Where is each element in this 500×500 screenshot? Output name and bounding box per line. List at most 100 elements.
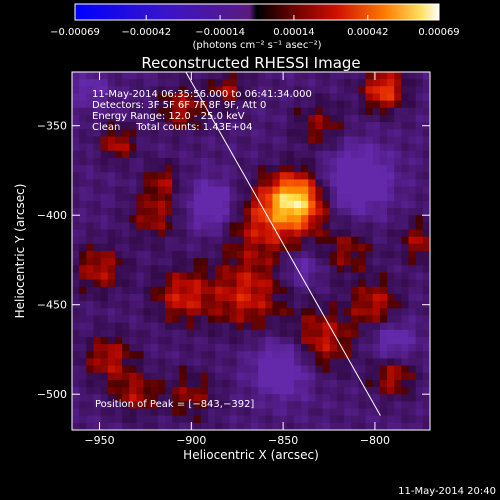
heatmap-cell — [215, 358, 223, 366]
heatmap-cell — [408, 122, 417, 130]
heatmap-cell — [114, 394, 123, 402]
heatmap-cell — [114, 358, 123, 366]
heatmap-cell — [279, 107, 288, 116]
heatmap-cell — [293, 408, 302, 417]
heatmap-cell — [372, 322, 381, 331]
heatmap-cell — [322, 422, 331, 430]
heatmap-cell — [387, 379, 395, 388]
heatmap-cell — [172, 387, 180, 395]
heatmap-cell — [222, 243, 230, 252]
heatmap-cell — [351, 322, 359, 331]
heatmap-cell — [301, 308, 309, 316]
heatmap-cell — [107, 165, 116, 173]
heatmap-cell — [272, 229, 281, 238]
heatmap-cell — [243, 193, 252, 202]
heatmap-cell — [93, 365, 102, 374]
heatmap-cell — [200, 258, 209, 266]
heatmap-cell — [107, 122, 116, 130]
heatmap-cell — [150, 114, 159, 123]
heatmap-cell — [329, 215, 338, 223]
heatmap-cell — [143, 165, 152, 173]
heatmap-cell — [72, 172, 80, 180]
heatmap-cell — [344, 107, 352, 116]
heatmap-cell — [329, 172, 338, 180]
heatmap-cell — [315, 150, 323, 159]
heatmap-cell — [308, 251, 316, 259]
heatmap-cell — [322, 415, 331, 424]
heatmap-cell — [79, 272, 87, 281]
heatmap-cell — [293, 344, 302, 352]
heatmap-cell — [172, 408, 180, 417]
heatmap-cell — [172, 243, 180, 252]
heatmap-cell — [165, 422, 173, 430]
heatmap-cell — [114, 236, 123, 245]
colorbar-ticks: −0.00069 −0.00042 −0.00014 0.00014 0.00042 0.… — [50, 15, 460, 38]
heatmap-cell — [315, 379, 323, 388]
heatmap-cell — [157, 336, 166, 345]
heatmap-cell — [215, 208, 223, 216]
heatmap-cell — [79, 301, 87, 309]
heatmap-cell — [215, 114, 223, 123]
heatmap-cell — [179, 379, 187, 388]
heatmap-cell — [308, 408, 316, 417]
heatmap-cell — [208, 236, 216, 245]
heatmap-cell — [315, 208, 323, 216]
heatmap-cell — [344, 415, 352, 424]
heatmap-cell — [315, 308, 323, 316]
heatmap-cell — [272, 422, 281, 430]
heatmap-cell — [387, 172, 395, 180]
heatmap-cell — [86, 107, 94, 116]
heatmap-cell — [415, 150, 424, 159]
heatmap-cell — [114, 122, 123, 130]
heatmap-cell — [365, 193, 374, 202]
heatmap-cell — [351, 93, 359, 102]
heatmap-cell — [286, 422, 295, 430]
heatmap-cell — [394, 100, 402, 109]
heatmap-cell — [93, 107, 102, 116]
heatmap-cell — [136, 122, 144, 130]
heatmap-cell — [258, 243, 266, 252]
heatmap-cell — [315, 286, 323, 295]
heatmap-cell — [272, 136, 281, 144]
heatmap-cell — [114, 344, 123, 352]
heatmap-cell — [308, 136, 316, 144]
heatmap-cell — [72, 165, 80, 173]
heatmap-cell — [408, 229, 417, 238]
heatmap-cell — [301, 208, 309, 216]
heatmap-cell — [365, 114, 374, 123]
heatmap-cell — [236, 308, 245, 316]
heatmap-cell — [243, 279, 252, 288]
heatmap-cell — [301, 229, 309, 238]
heatmap-cell — [72, 379, 80, 388]
heatmap-cell — [129, 279, 137, 288]
heatmap-cell — [344, 72, 352, 80]
heatmap-cell — [122, 265, 130, 273]
heatmap-cell — [186, 329, 195, 338]
heatmap-cell — [308, 329, 316, 338]
heatmap-cell — [143, 200, 152, 209]
heatmap-cell — [251, 293, 259, 302]
heatmap-cell — [222, 265, 230, 273]
heatmap-cell — [93, 322, 102, 331]
heatmap-cell — [387, 200, 395, 209]
heatmap-cell — [251, 79, 259, 87]
heatmap-cell — [136, 179, 144, 187]
heatmap-cell — [193, 208, 202, 216]
heatmap-cell — [243, 351, 252, 359]
heatmap-cell — [401, 179, 409, 187]
heatmap-cell — [322, 72, 331, 80]
heatmap-cell — [215, 251, 223, 259]
heatmap-cell — [208, 344, 216, 352]
heatmap-cell — [422, 422, 430, 430]
heatmap-cell — [208, 193, 216, 202]
heatmap-cell — [286, 272, 295, 281]
heatmap-cell — [93, 415, 102, 424]
heatmap-cell — [293, 143, 302, 152]
heatmap-cell — [93, 236, 102, 245]
heatmap-cell — [415, 236, 424, 245]
heatmap-cell — [179, 344, 187, 352]
heatmap-cell — [272, 286, 281, 295]
heatmap-cell — [150, 315, 159, 323]
heatmap-cell — [308, 293, 316, 302]
heatmap-cell — [165, 100, 173, 109]
